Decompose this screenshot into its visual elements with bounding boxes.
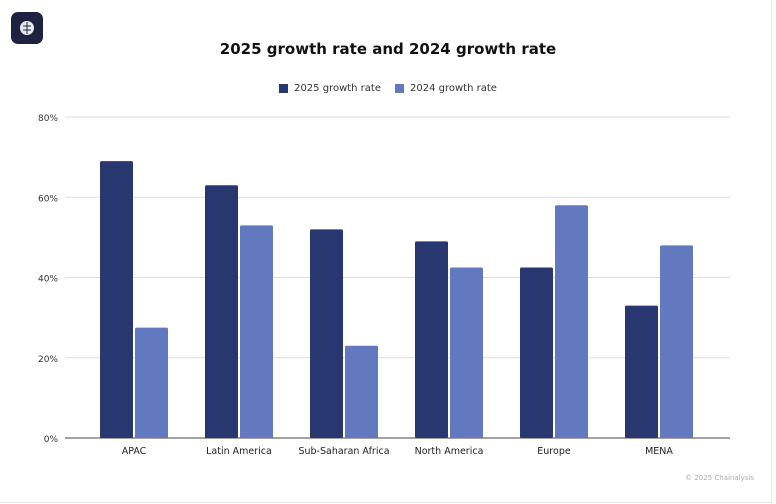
x-tick-label: North America <box>415 446 484 457</box>
x-tick-label: Sub-Saharan Africa <box>298 446 389 457</box>
bar-2024 <box>240 225 273 438</box>
bar-2025 <box>100 161 133 438</box>
y-tick-label: 60% <box>38 194 58 204</box>
legend-swatch-2024 <box>395 84 404 93</box>
legend-swatch-2025 <box>279 84 289 93</box>
x-tick-label: APAC <box>122 446 147 457</box>
bar-2024 <box>135 327 168 438</box>
bar-2025 <box>205 185 238 438</box>
y-tick-label: 40% <box>38 275 58 285</box>
copyright-footer: © 2025 Chainalysis <box>685 474 754 482</box>
bar-2024 <box>555 205 588 438</box>
legend-item-2024: 2024 growth rate <box>395 83 497 94</box>
legend-label-2024: 2024 growth rate <box>410 83 497 94</box>
x-tick-label: Europe <box>537 446 571 457</box>
bar-2024 <box>450 267 483 438</box>
bar-2025 <box>625 305 658 438</box>
x-tick-label: MENA <box>645 446 673 457</box>
bar-2025 <box>415 241 448 438</box>
y-tick-label: 0% <box>44 435 59 445</box>
x-tick-label: Latin America <box>206 446 272 457</box>
legend-label-2025: 2025 growth rate <box>294 83 381 94</box>
y-tick-label: 20% <box>38 355 58 365</box>
chainalysis-logo <box>11 12 43 44</box>
chart-legend: 2025 growth rate 2024 growth rate <box>0 83 776 94</box>
legend-item-2025: 2025 growth rate <box>279 83 381 94</box>
bar-2025 <box>520 267 553 438</box>
chart-title: 2025 growth rate and 2024 growth rate <box>219 40 557 58</box>
bar-2025 <box>310 229 343 438</box>
brain-icon <box>20 21 34 35</box>
bar-2024 <box>345 345 378 438</box>
bar-2024 <box>660 245 693 438</box>
y-tick-label: 80% <box>38 114 58 124</box>
